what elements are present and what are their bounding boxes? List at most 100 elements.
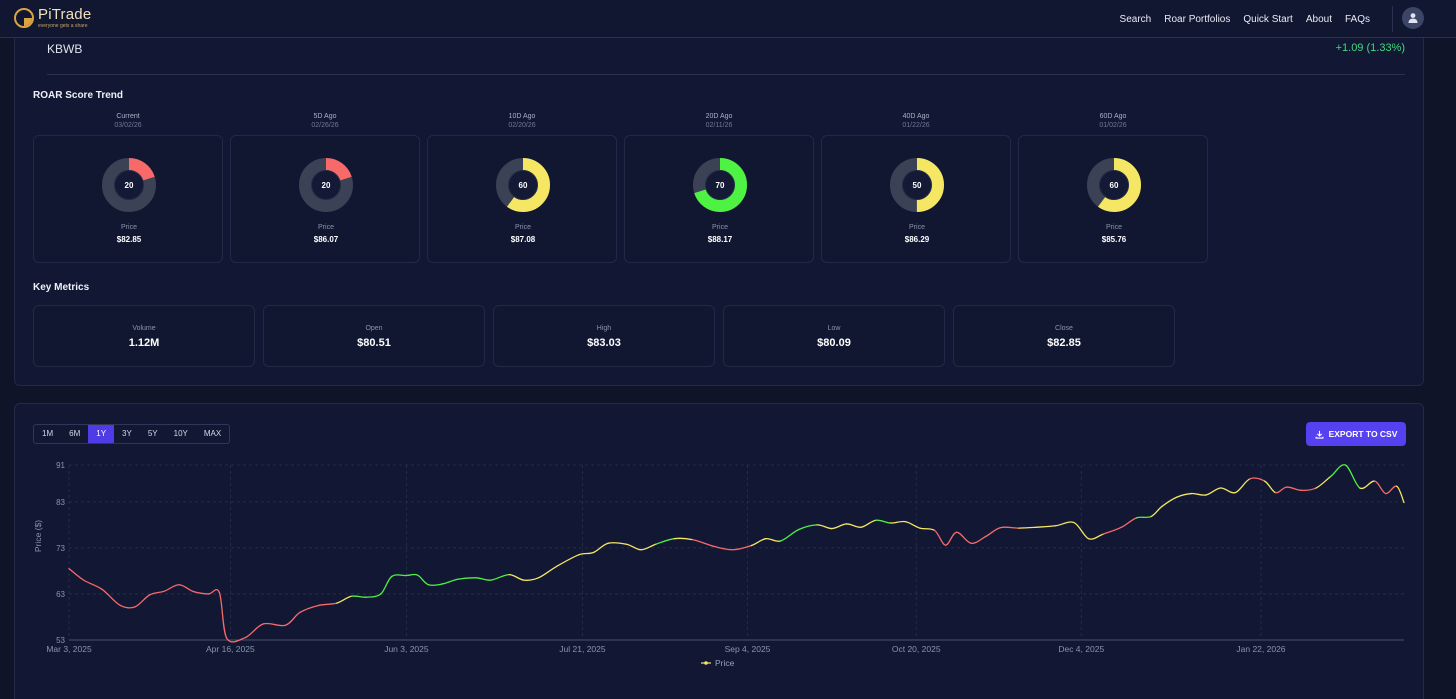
price-line-segment xyxy=(655,538,675,545)
price-line-segment xyxy=(1374,480,1387,495)
nav-link-roar-portfolios[interactable]: Roar Portfolios xyxy=(1164,13,1231,25)
score-label: Current xyxy=(116,113,140,120)
nav-link-faqs[interactable]: FAQs xyxy=(1344,13,1370,25)
score-value: 50 xyxy=(912,180,922,190)
roar-trend-title: ROAR Score Trend xyxy=(33,90,124,101)
metric-low: Low $80.09 xyxy=(723,305,945,367)
nav-link-about[interactable]: About xyxy=(1305,13,1332,25)
price-line-segment xyxy=(955,531,972,544)
price-line-segment xyxy=(1359,480,1376,490)
price-label: Price xyxy=(712,224,728,231)
price-line-segment xyxy=(1205,487,1222,496)
price-line-segment xyxy=(427,583,444,586)
logo-icon xyxy=(14,8,34,28)
metric-volume: Volume 1.12M xyxy=(33,305,255,367)
price-line-segment xyxy=(508,573,525,581)
chart-legend[interactable]: Price xyxy=(701,658,734,668)
price-line-segment xyxy=(299,604,320,614)
metric-value: $83.03 xyxy=(587,337,621,349)
range-max[interactable]: MAX xyxy=(203,429,222,438)
range-1m[interactable]: 1M xyxy=(42,429,54,438)
x-tick-label: Jan 22, 2026 xyxy=(1236,644,1285,654)
price-line-segment xyxy=(1054,521,1075,527)
metric-value: $80.09 xyxy=(817,337,851,349)
range-10y[interactable]: 10Y xyxy=(173,429,188,438)
price-line-segment xyxy=(336,595,353,604)
price-change: +1.09 (1.33%) xyxy=(1335,42,1405,54)
price-line-segment xyxy=(845,523,862,528)
price-value: $86.07 xyxy=(313,235,339,244)
x-tick-label: Sep 4, 2025 xyxy=(725,644,771,654)
score-date: 01/22/26 xyxy=(902,122,930,129)
price-value: $88.17 xyxy=(707,235,733,244)
price-line-segment xyxy=(816,524,833,530)
y-tick-label: 73 xyxy=(56,544,65,553)
overview-card: KBWB +1.09 (1.33%) ROAR Score Trend Curr… xyxy=(14,30,1424,386)
price-line-segment xyxy=(999,526,1020,529)
score-card[interactable]: 70 Price $88.17 xyxy=(624,135,814,263)
metric-label: High xyxy=(596,325,612,332)
price-line-segment xyxy=(218,591,228,639)
price-line-segment xyxy=(1175,492,1192,498)
price-value: $85.76 xyxy=(1101,235,1127,244)
download-icon xyxy=(1315,430,1324,439)
price-line-segment xyxy=(625,543,642,551)
price-line-segment xyxy=(985,526,1002,538)
price-line-segment xyxy=(732,544,752,551)
score-card[interactable]: 60 Price $85.76 xyxy=(1018,135,1208,263)
price-line-segment xyxy=(889,520,906,524)
export-csv-button[interactable]: EXPORT TO CSV xyxy=(1306,422,1406,446)
score-card[interactable]: 20 Price $82.85 xyxy=(33,135,223,263)
range-6m[interactable]: 6M xyxy=(69,429,81,438)
price-line-segment xyxy=(1330,464,1346,478)
price-line-segment xyxy=(640,543,657,551)
metric-label: Open xyxy=(365,325,383,332)
price-line-segment xyxy=(350,595,367,598)
nav-link-search[interactable]: Search xyxy=(1119,13,1152,25)
x-tick-label: Jul 21, 2025 xyxy=(559,644,606,654)
price-line-segment xyxy=(178,584,195,593)
x-tick-label: Oct 20, 2025 xyxy=(892,644,941,654)
score-donut: 50 xyxy=(889,157,945,218)
range-1y[interactable]: 1Y xyxy=(88,425,115,443)
price-line-segment xyxy=(380,575,393,595)
metric-label: Close xyxy=(1055,325,1073,332)
price-line-segment xyxy=(193,590,210,595)
price-line-segment xyxy=(1344,464,1361,489)
score-label: 20D Ago xyxy=(705,113,733,120)
price-label: Price xyxy=(1106,224,1122,231)
score-donut: 60 xyxy=(1086,157,1142,218)
price-line-segment xyxy=(1120,517,1137,528)
score-donut: 70 xyxy=(692,157,748,218)
price-line-segment xyxy=(1285,486,1302,491)
metric-high: High $83.03 xyxy=(493,305,715,367)
price-line-segment xyxy=(765,537,782,542)
price-line-segment xyxy=(317,602,338,607)
brand-tagline: everyone gets a share xyxy=(38,23,88,29)
price-line-segment xyxy=(970,535,987,544)
price-line-segment xyxy=(134,594,151,608)
score-card[interactable]: 20 Price $86.07 xyxy=(230,135,420,263)
metric-open: Open $80.51 xyxy=(263,305,485,367)
price-line-segment xyxy=(750,538,767,547)
brand-logo[interactable]: PiTrade everyone gets a share xyxy=(14,7,91,29)
score-card[interactable]: 50 Price $86.29 xyxy=(821,135,1011,263)
price-line-segment xyxy=(244,623,265,639)
x-tick-label: Jun 3, 2025 xyxy=(384,644,429,654)
metric-value: $80.51 xyxy=(357,337,391,349)
score-value: 60 xyxy=(518,180,528,190)
range-5y[interactable]: 5Y xyxy=(147,429,158,438)
price-line-segment xyxy=(523,577,540,581)
score-card[interactable]: 60 Price $87.08 xyxy=(427,135,617,263)
user-avatar[interactable] xyxy=(1402,7,1424,29)
price-line-segment xyxy=(1135,515,1152,519)
price-line-segment xyxy=(607,542,628,545)
score-donut: 20 xyxy=(101,157,157,218)
price-line-segment xyxy=(1385,485,1398,495)
nav-link-quick-start[interactable]: Quick Start xyxy=(1243,13,1293,25)
score-current: Current 03/02/26 20 Price $82.85 xyxy=(33,113,223,263)
price-line-segment xyxy=(933,529,947,546)
range-3y[interactable]: 3Y xyxy=(122,429,132,438)
price-chart[interactable]: 53 63 73 83 91 Mar 3, 2025 Apr 16, 2025 Jun 3,… xyxy=(15,404,1425,694)
price-line-segment xyxy=(1087,533,1104,540)
